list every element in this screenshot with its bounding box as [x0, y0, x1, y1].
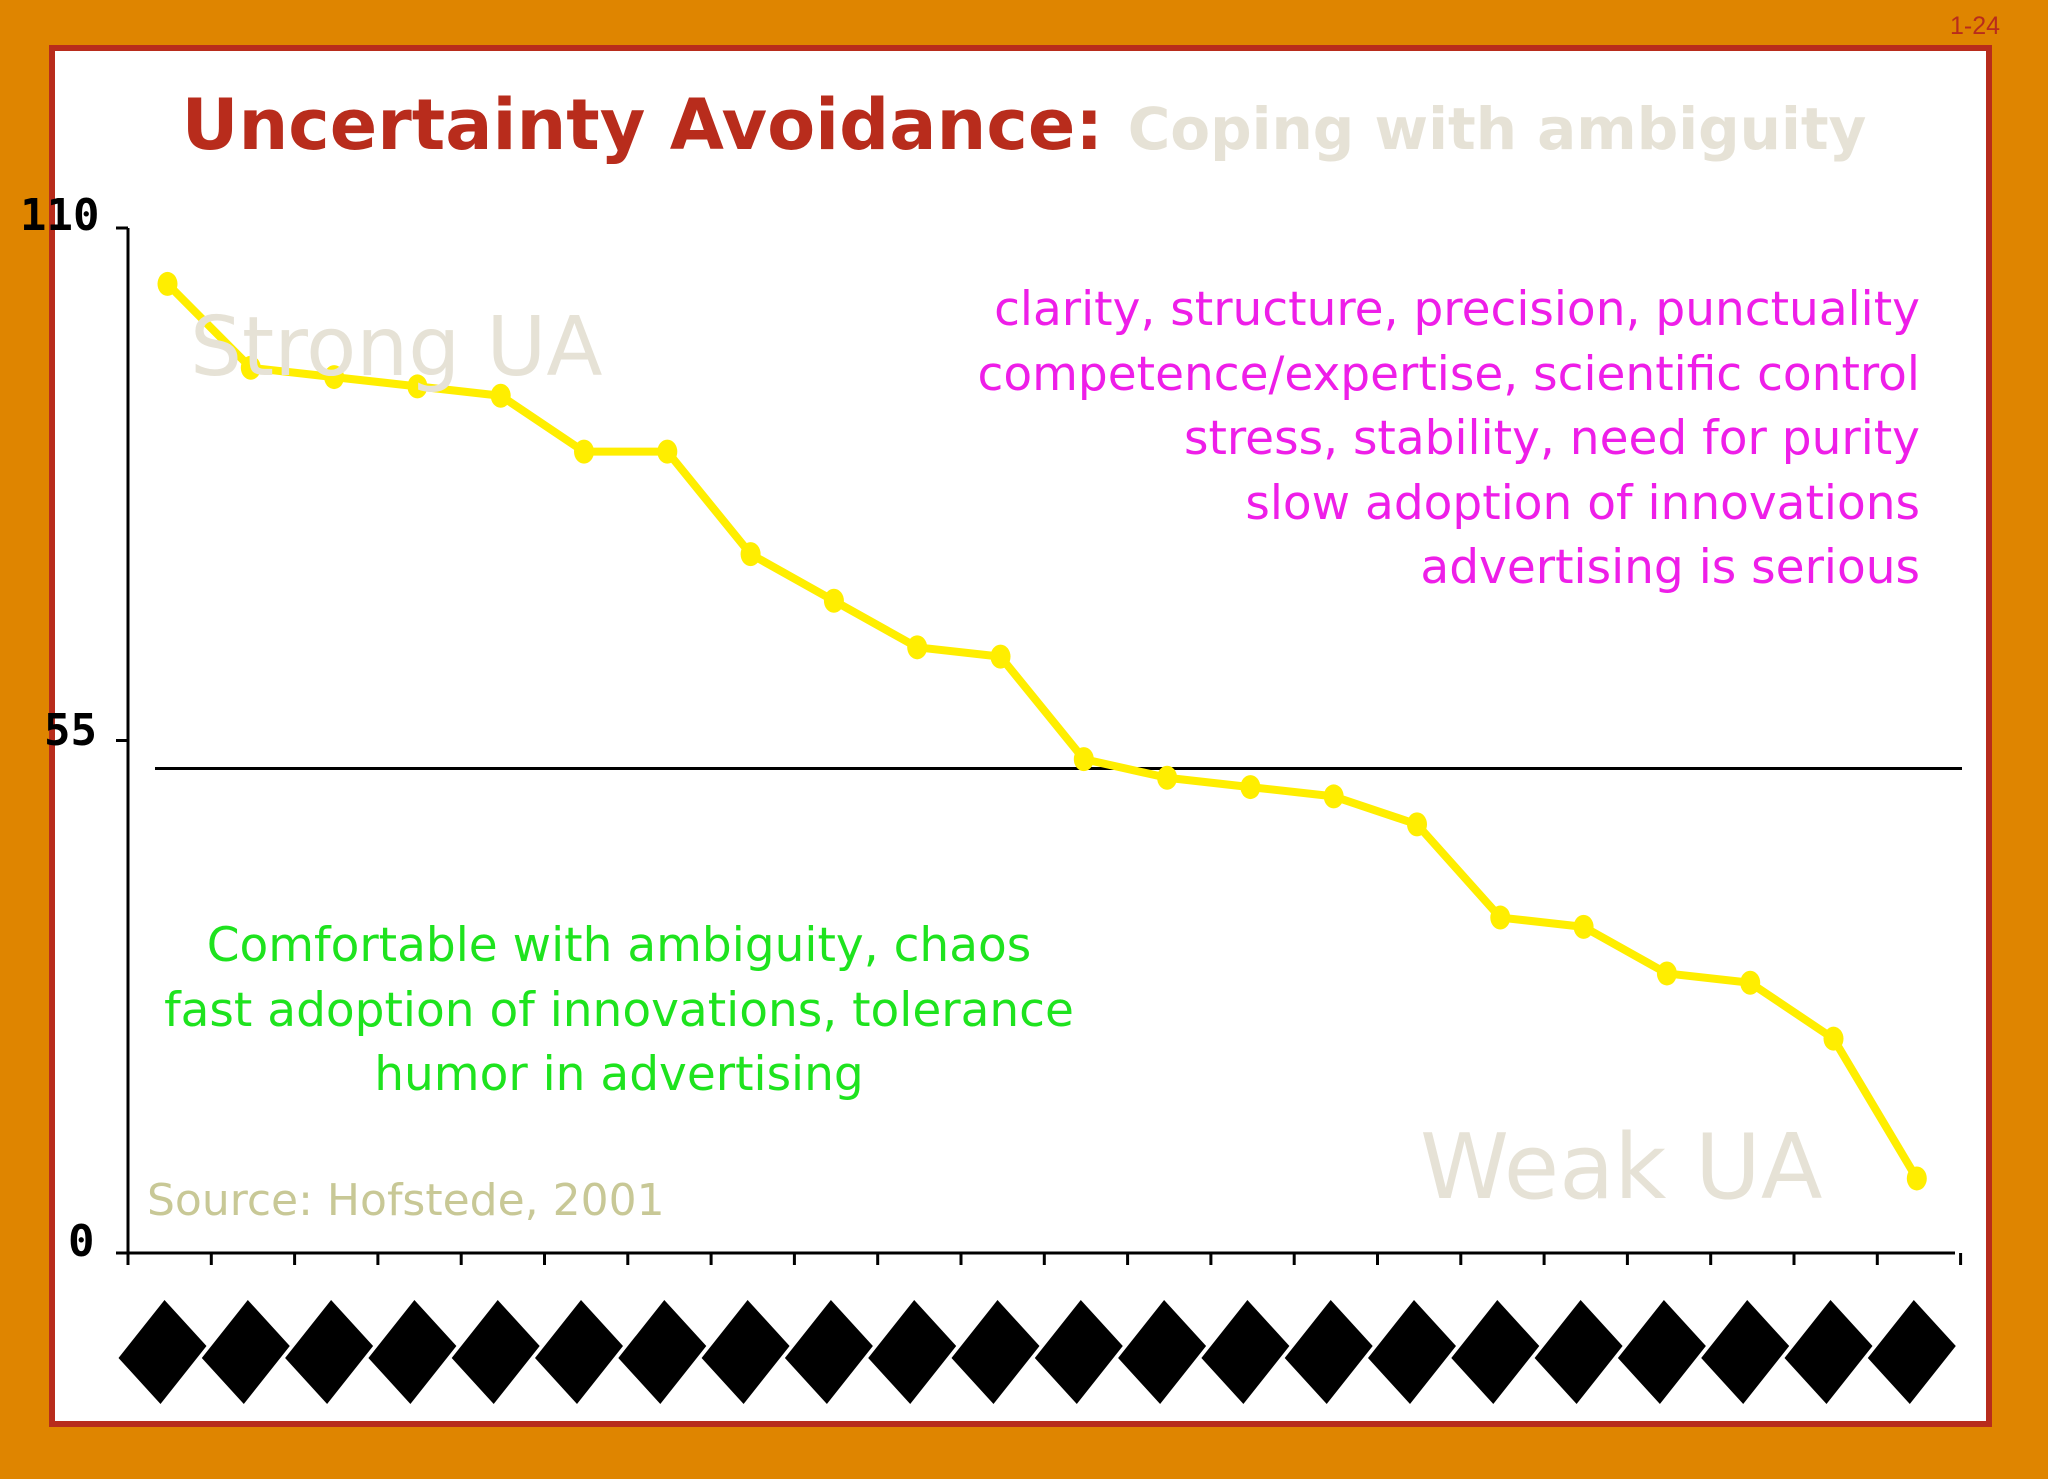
data-point — [1323, 784, 1344, 809]
data-point — [1573, 914, 1594, 939]
x-tick-label-illegible — [1534, 1300, 1623, 1404]
x-tick-label-illegible — [1867, 1300, 1956, 1404]
page-number: 1-24 — [1950, 12, 2001, 40]
x-tick-label-illegible — [1617, 1300, 1706, 1404]
x-tick-label-illegible — [1451, 1300, 1540, 1404]
weak-ua-label: Weak UA — [1420, 1115, 1823, 1220]
series-line — [164, 281, 1921, 1181]
x-tick-label-illegible — [1284, 1300, 1373, 1404]
x-tick-label-illegible — [285, 1300, 374, 1404]
data-point — [907, 635, 928, 660]
y-tick-label: 55 — [44, 705, 97, 756]
y-tick-label: 110 — [20, 190, 100, 241]
x-tick-label-illegible — [618, 1300, 707, 1404]
slide-frame — [49, 45, 1992, 1427]
title-main: Uncertainty Avoidance: — [181, 84, 1104, 166]
x-tick-label-illegible — [1368, 1300, 1456, 1404]
data-point — [240, 355, 261, 380]
data-point — [1073, 747, 1094, 772]
data-point — [1823, 1026, 1844, 1051]
data-point — [1157, 765, 1178, 790]
weak-trait-line: Comfortable with ambiguity, chaos — [206, 918, 1032, 973]
weak-trait-line: fast adoption of innovations, tolerance — [164, 982, 1074, 1038]
weak-ua-traits: Comfortable with ambiguity, chaos fast a… — [112, 914, 1126, 1108]
y-tick-label: 0 — [68, 1216, 95, 1267]
data-point — [740, 542, 761, 567]
source-note: Source: Hofstede, 2001 — [147, 1175, 665, 1226]
x-tick-label-illegible — [118, 1300, 207, 1404]
data-point — [1656, 961, 1677, 986]
data-point — [1906, 1166, 1927, 1191]
data-point — [407, 374, 428, 399]
strong-trait-line: stress, stability, need for purity — [1183, 411, 1920, 466]
data-point — [574, 439, 594, 464]
x-tick-label-illegible — [701, 1300, 790, 1404]
x-tick-label-illegible — [201, 1300, 290, 1404]
data-point — [823, 588, 844, 613]
x-tick-label-illegible — [1118, 1300, 1207, 1404]
x-tick-label-illegible — [868, 1300, 957, 1404]
data-point — [157, 271, 178, 296]
data-point — [1490, 905, 1511, 930]
strong-trait-line: clarity, structure, precision, punctuali… — [994, 282, 1920, 337]
x-tick-label-illegible — [784, 1300, 873, 1404]
title-subtitle: Coping with ambiguity — [1127, 95, 1867, 163]
data-point — [1240, 775, 1261, 800]
data-point — [1740, 970, 1761, 995]
strong-trait-line: advertising is serious — [1420, 540, 1920, 595]
slide-title: Uncertainty Avoidance: Coping with ambig… — [0, 80, 2048, 174]
strong-trait-line: competence/expertise, scientific control — [977, 346, 1920, 402]
strong-trait-line: slow adoption of innovations — [1245, 475, 1920, 531]
x-tick-label-illegible — [1784, 1300, 1873, 1404]
data-point — [990, 644, 1011, 669]
data-point — [324, 365, 345, 390]
x-tick-label-illegible — [451, 1300, 540, 1404]
x-tick-label-illegible — [535, 1300, 623, 1404]
x-tick-label-illegible — [1701, 1300, 1790, 1404]
weak-trait-line: humor in advertising — [374, 1047, 864, 1102]
data-point — [490, 383, 511, 408]
x-tick-label-illegible — [1201, 1300, 1290, 1404]
data-point — [1407, 812, 1427, 837]
x-tick-label-illegible — [951, 1300, 1040, 1404]
strong-ua-label: Strong UA — [190, 300, 603, 395]
data-point — [657, 439, 678, 464]
x-tick-label-illegible — [368, 1300, 457, 1404]
strong-ua-traits: clarity, structure, precision, punctuali… — [978, 278, 1920, 601]
x-tick-label-illegible — [1034, 1300, 1123, 1404]
